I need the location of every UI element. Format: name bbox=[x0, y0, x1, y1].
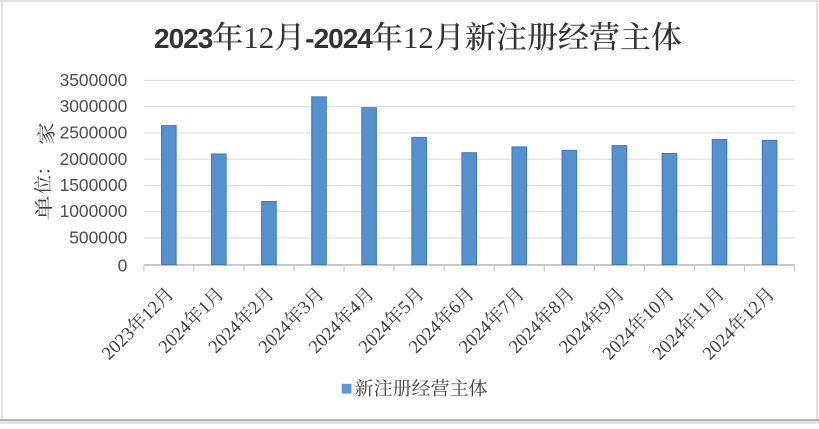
svg-text:2024: 2024 bbox=[314, 23, 374, 54]
svg-text:2500000: 2500000 bbox=[60, 123, 128, 143]
svg-text:12: 12 bbox=[243, 20, 274, 55]
svg-text:1000000: 1000000 bbox=[60, 201, 128, 221]
svg-text:2023: 2023 bbox=[154, 23, 213, 54]
svg-text:-: - bbox=[305, 23, 314, 54]
svg-text:500000: 500000 bbox=[69, 228, 127, 248]
svg-text:1500000: 1500000 bbox=[60, 175, 128, 195]
svg-text:12: 12 bbox=[403, 20, 434, 55]
svg-text:3000000: 3000000 bbox=[60, 96, 128, 116]
svg-text:3500000: 3500000 bbox=[60, 70, 128, 90]
svg-text:2000000: 2000000 bbox=[60, 149, 128, 169]
svg-text:0: 0 bbox=[118, 256, 128, 276]
